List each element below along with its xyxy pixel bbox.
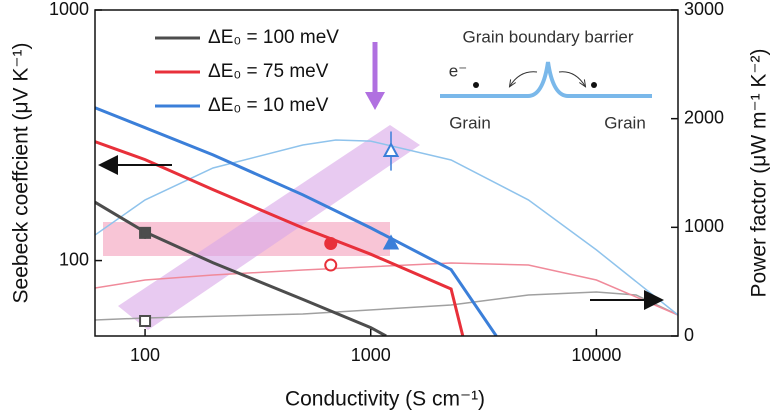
marker — [324, 258, 338, 272]
electron — [473, 82, 479, 88]
legend-label: ΔE₀ = 10 meV — [208, 95, 329, 116]
inset-label: e⁻ — [449, 61, 467, 80]
inset: Grain boundary barrier e⁻ Grain Grain — [440, 27, 652, 132]
y2-tick-label: 2000 — [684, 107, 724, 127]
x-tick-label: 100 — [130, 345, 160, 365]
inset-label: Grain — [449, 113, 491, 132]
power-factor-line — [95, 139, 678, 316]
y2-axis-label: Power factor (μW m⁻¹ K⁻²) — [748, 49, 771, 298]
marker — [382, 141, 400, 158]
inset-title: Grain boundary barrier — [462, 27, 633, 46]
electron — [591, 82, 597, 88]
x-axis-label: Conductivity (S cm⁻¹) — [285, 388, 485, 411]
seebeck-line — [95, 106, 498, 336]
arrow-head — [365, 92, 385, 110]
highlight-band — [118, 125, 420, 330]
plot-frame — [94, 9, 679, 337]
seebeck-line — [95, 140, 465, 336]
arrow — [510, 71, 538, 86]
y2-tick-label: 3000 — [684, 0, 724, 19]
legend-label: ΔE₀ = 100 meV — [208, 27, 339, 48]
y2-tick-label: 1000 — [684, 216, 724, 236]
marker — [382, 234, 400, 250]
power-factor-line — [95, 262, 678, 316]
barrier-curve — [440, 61, 652, 98]
y-axis-label: Seebeck coeffcient (μV K⁻¹) — [10, 43, 33, 304]
y2-tick-label: 0 — [684, 325, 694, 345]
marker — [324, 236, 338, 250]
marker — [139, 226, 152, 239]
inset-label: Grain — [604, 113, 646, 132]
y-tick-label: 100 — [59, 249, 89, 269]
y-tick-label: 1000 — [49, 0, 89, 19]
legend-label: ΔE₀ = 75 meV — [208, 61, 329, 82]
arrow — [558, 71, 585, 86]
seebeck-line — [95, 200, 387, 336]
x-tick-label: 10000 — [571, 345, 621, 365]
marker — [139, 315, 152, 328]
x-tick-label: 1000 — [351, 345, 391, 365]
